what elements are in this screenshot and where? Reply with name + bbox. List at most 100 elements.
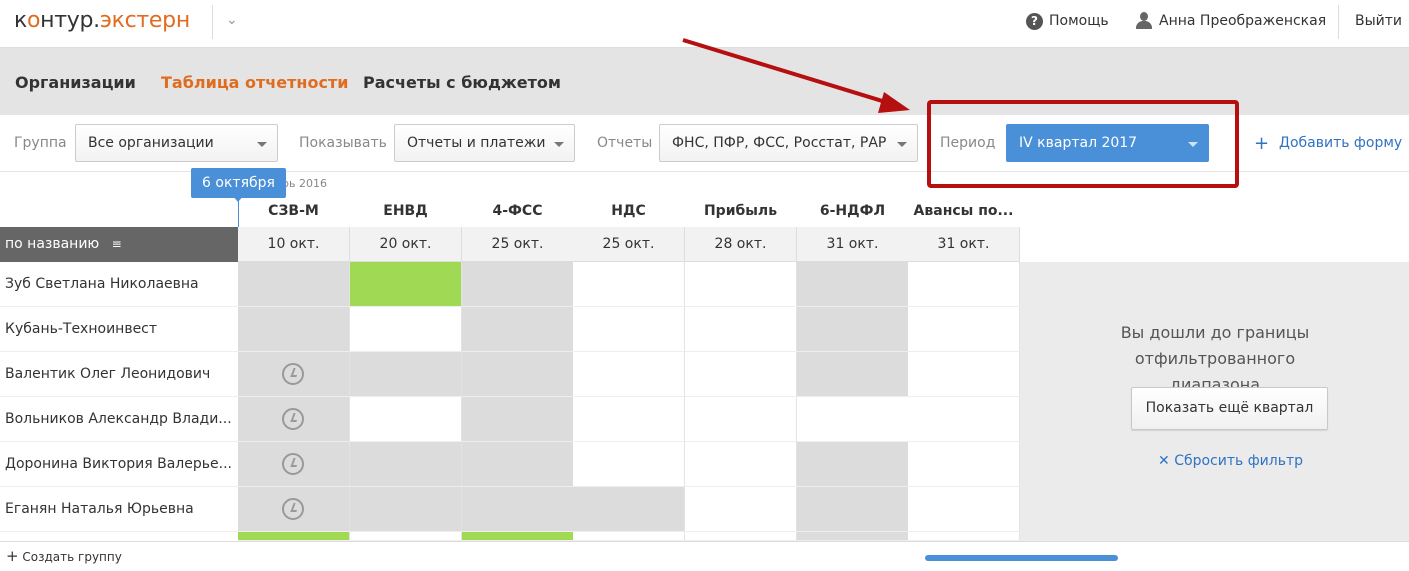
column-header[interactable]: Авансы по... [913, 203, 1014, 219]
report-cell[interactable] [350, 262, 462, 307]
report-cell[interactable] [573, 532, 685, 541]
report-cell[interactable] [573, 442, 685, 487]
report-cell[interactable] [238, 397, 350, 442]
report-cell[interactable] [573, 307, 685, 352]
column-due-date: 25 окт. [573, 227, 685, 262]
report-cell[interactable] [908, 262, 1020, 307]
report-cell[interactable] [685, 352, 797, 397]
report-cell[interactable] [462, 397, 574, 442]
report-cell[interactable] [573, 352, 685, 397]
group-select[interactable]: Все организации [75, 124, 278, 162]
report-cell[interactable] [685, 262, 797, 307]
reports-select[interactable]: ФНС, ПФР, ФСС, Росстат, РАР [659, 124, 918, 162]
column-header[interactable]: СЗВ-М [268, 203, 319, 219]
nav-organizations[interactable]: Организации [15, 73, 136, 92]
column-header[interactable]: 4-ФСС [492, 203, 543, 219]
user-name[interactable]: Анна Преображенская [1159, 13, 1327, 29]
organization-name[interactable]: Вольников Александр Влади... [0, 397, 238, 442]
today-marker: 6 октября [191, 168, 286, 198]
reset-filter-link[interactable]: ✕ Сбросить фильтр [1158, 453, 1303, 469]
report-cell[interactable] [797, 307, 909, 352]
nav-reporting-table[interactable]: Таблица отчетности [161, 73, 349, 92]
report-cell[interactable] [573, 397, 685, 442]
show-label: Показывать [299, 135, 387, 151]
organization-name[interactable]: Доронина Виктория Валерье... [0, 442, 238, 487]
sort-label: по названию [5, 236, 100, 252]
sort-by-name-button[interactable]: по названию ≡ [0, 227, 238, 262]
annotation-arrow-head [878, 92, 910, 113]
show-select[interactable]: Отчеты и платежи [394, 124, 575, 162]
report-cell[interactable] [462, 307, 574, 352]
clock-icon [282, 408, 304, 430]
show-more-quarter-button[interactable]: Показать ещё квартал [1131, 387, 1328, 430]
report-cell[interactable] [350, 397, 462, 442]
month-label: рь 2016 [282, 177, 327, 190]
reset-filter-label: Сбросить фильтр [1174, 453, 1304, 469]
report-cell[interactable] [908, 307, 1020, 352]
report-cell[interactable] [238, 442, 350, 487]
annotation-highlight-box [927, 100, 1239, 188]
report-cell[interactable] [685, 532, 797, 541]
report-cell[interactable] [685, 442, 797, 487]
report-cell[interactable] [573, 262, 685, 307]
create-group-label: Создать группу [22, 550, 122, 564]
report-cell[interactable] [908, 487, 1020, 532]
plus-icon: + [1254, 133, 1270, 154]
report-cell[interactable] [908, 397, 1020, 442]
report-cell[interactable] [238, 487, 350, 532]
report-cell[interactable] [350, 532, 462, 541]
column-due-date: 31 окт. [908, 227, 1020, 262]
kontur-extern-logo[interactable]: контур.экстерн [14, 8, 190, 33]
clock-icon [282, 453, 304, 475]
report-cell[interactable] [462, 487, 574, 532]
column-header[interactable]: Прибыль [703, 203, 778, 219]
report-cell[interactable] [908, 352, 1020, 397]
column-header[interactable]: 6-НДФЛ [819, 203, 886, 219]
organization-name[interactable]: Валентик Олег Леонидович [0, 352, 238, 397]
report-cell[interactable] [238, 307, 350, 352]
group-label: Группа [14, 135, 67, 151]
show-value: Отчеты и платежи [407, 135, 546, 151]
organization-name[interactable]: Еганян Наталья Юрьевна [0, 487, 238, 532]
divider [0, 171, 1409, 172]
nav-budget-settlements[interactable]: Расчеты с бюджетом [363, 73, 561, 92]
report-cell[interactable] [685, 397, 797, 442]
report-cell[interactable] [908, 442, 1020, 487]
report-cell[interactable] [238, 262, 350, 307]
report-cell[interactable] [238, 352, 350, 397]
period-select[interactable]: IV квартал 2017 [1006, 124, 1209, 162]
horizontal-scrollbar[interactable] [925, 555, 1118, 561]
report-cell[interactable] [350, 442, 462, 487]
report-cell[interactable] [797, 397, 909, 442]
column-due-date: 20 окт. [350, 227, 462, 262]
report-cell[interactable] [350, 352, 462, 397]
report-cell[interactable] [797, 487, 909, 532]
group-value: Все организации [88, 135, 214, 151]
report-cell[interactable] [908, 532, 1020, 541]
annotation-arrow-line [682, 38, 893, 106]
add-form-link[interactable]: Добавить форму [1279, 135, 1403, 151]
create-group-link[interactable]: + Создать группу [6, 547, 122, 565]
report-cell[interactable] [350, 307, 462, 352]
column-due-date: 31 окт. [797, 227, 909, 262]
report-cell[interactable] [797, 352, 909, 397]
report-cell[interactable] [797, 442, 909, 487]
column-header[interactable]: НДС [611, 203, 646, 219]
report-cell[interactable] [573, 487, 685, 532]
chevron-down-icon[interactable]: ⌄ [226, 12, 238, 28]
report-cell[interactable] [685, 307, 797, 352]
caret-down-icon [257, 142, 267, 147]
report-cell[interactable] [685, 487, 797, 532]
report-cell[interactable] [238, 532, 350, 541]
logout-link[interactable]: Выйти [1355, 13, 1403, 29]
help-link[interactable]: Помощь [1049, 13, 1109, 29]
report-cell[interactable] [350, 487, 462, 532]
column-due-date: 28 окт. [685, 227, 797, 262]
divider [1338, 5, 1339, 39]
column-header[interactable]: ЕНВД [383, 203, 428, 219]
organization-name[interactable]: Кубань-Техноинвест [0, 307, 238, 352]
organization-name[interactable]: Зуб Светлана Николаевна [0, 262, 238, 307]
help-icon: ? [1026, 13, 1043, 30]
plus-icon: + [6, 547, 19, 565]
clock-icon [282, 498, 304, 520]
